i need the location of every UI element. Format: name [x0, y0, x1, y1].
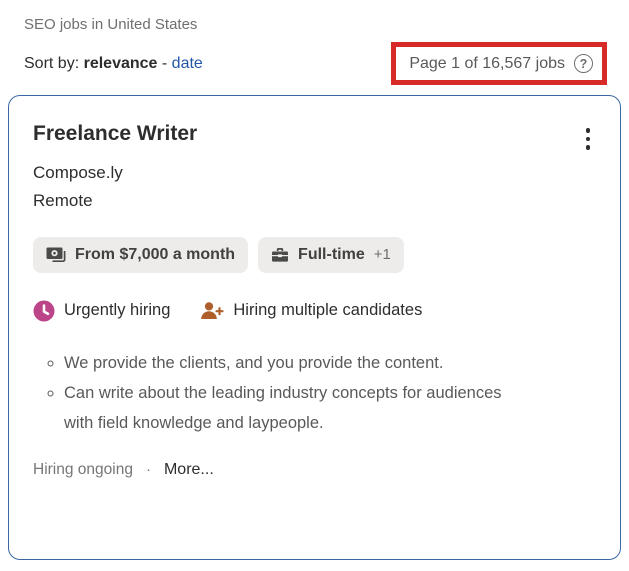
- briefcase-icon: [271, 247, 289, 263]
- job-location: Remote: [33, 190, 93, 210]
- urgently-hiring-attribute: Urgently hiring: [33, 300, 170, 322]
- sort-separator: -: [161, 54, 168, 72]
- person-plus-icon: [200, 301, 224, 321]
- clock-icon: [33, 300, 55, 322]
- hiring-status-text: Hiring ongoing: [33, 460, 133, 478]
- kebab-dot: [585, 128, 590, 133]
- kebab-dot: [585, 136, 590, 141]
- job-description-bullets: We provide the clients, and you provide …: [33, 348, 596, 438]
- job-type-badge-extra: +1: [373, 246, 391, 263]
- job-description-bullet: Can write about the leading industry con…: [64, 378, 534, 438]
- job-card-footer: Hiring ongoing · More...: [33, 461, 596, 479]
- job-type-badge-label: Full-time: [298, 245, 365, 263]
- search-results-title: SEO jobs in United States: [24, 16, 198, 33]
- company-name: Compose.ly: [33, 162, 123, 182]
- salary-icon: [46, 247, 66, 263]
- sort-controls: Sort by: relevance - date: [24, 55, 203, 73]
- job-card-header: Freelance Writer: [33, 122, 596, 154]
- sort-option-relevance[interactable]: relevance: [83, 54, 158, 72]
- more-link[interactable]: More...: [163, 460, 214, 478]
- footer-separator: ·: [145, 461, 151, 478]
- salary-badge-label: From $7,000 a month: [75, 245, 236, 263]
- job-card[interactable]: Freelance Writer Compose.ly Remote From …: [8, 95, 621, 560]
- salary-badge: From $7,000 a month: [33, 236, 249, 273]
- result-count-text: Page 1 of 16,567 jobs: [409, 54, 565, 72]
- kebab-menu-icon[interactable]: [580, 124, 597, 154]
- job-attributes: Urgently hiring Hiring multiple candidat…: [33, 300, 596, 322]
- multiple-candidates-attribute: Hiring multiple candidates: [200, 301, 422, 321]
- urgently-hiring-label: Urgently hiring: [64, 301, 171, 319]
- help-icon[interactable]: ?: [574, 54, 593, 73]
- sort-row: Sort by: relevance - date Page 1 of 16,5…: [24, 42, 607, 85]
- multiple-candidates-label: Hiring multiple candidates: [233, 301, 423, 319]
- sort-option-date[interactable]: date: [171, 54, 203, 72]
- job-title-link[interactable]: Freelance Writer: [33, 122, 198, 145]
- sort-by-label: Sort by:: [24, 54, 80, 72]
- job-type-badge: Full-time +1: [258, 236, 404, 273]
- job-badges: From $7,000 a month Full-time +1: [33, 236, 596, 273]
- results-header: SEO jobs in United States Sort by: relev…: [0, 0, 629, 85]
- kebab-dot: [585, 145, 590, 150]
- job-description-bullet: We provide the clients, and you provide …: [64, 348, 494, 378]
- annotation-highlight-box: Page 1 of 16,567 jobs ?: [391, 42, 607, 85]
